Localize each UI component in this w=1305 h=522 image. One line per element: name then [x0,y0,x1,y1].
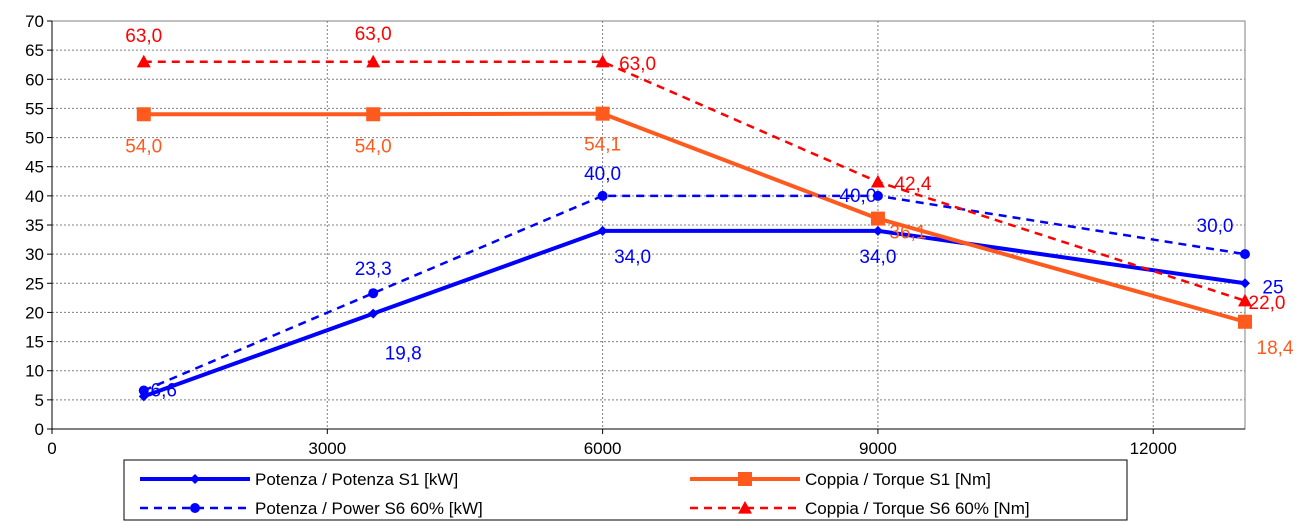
y-tick-label: 25 [25,274,44,293]
x-tick-label: 6000 [584,439,622,458]
series-line-3 [143,194,1246,392]
legend-marker-4 [738,501,752,514]
data-point-s3-p1 [138,385,149,396]
data-label-s2-p4: 36,1 [889,223,926,244]
data-label-s4-p1: 63,0 [125,26,162,47]
y-tick-label: 5 [35,391,44,410]
data-point-s4-p4 [870,174,885,188]
y-tick-label: 60 [25,70,44,89]
data-point-s3-p5 [1240,249,1250,260]
series-line-4 [143,60,1246,302]
y-tick-label: 40 [25,187,44,206]
x-tick-label: 3000 [308,439,346,458]
data-label-s3-p3: 40,0 [584,164,621,185]
data-label-s2-p3: 54,1 [584,135,621,156]
data-label-s1-p5: 25 [1262,277,1283,298]
data-label-s3-p5: 30,0 [1197,216,1234,237]
data-point-s4-p1 [136,54,151,68]
legend-box [123,459,1128,521]
data-point-s4-p2 [366,54,381,68]
data-point-s1-p4 [872,225,883,236]
y-tick-label: 10 [25,362,44,381]
y-tick-label: 35 [25,216,44,235]
data-label-s3-p4: 40,0 [839,186,876,207]
data-point-s2-p4 [870,211,885,226]
data-label-s2-p2: 54,0 [355,136,392,157]
x-tick-label: 12000 [1130,439,1177,458]
data-label-s4-p2: 63,0 [355,24,392,45]
legend-label-2: Coppia / Torque S1 [Nm] [805,470,991,489]
data-labels: 19,8 34,0 34,0 25 54,0 54,0 54,1 36,1 18,4 6,6 23,… [125,24,1294,402]
data-point-s2-p2 [366,107,381,122]
data-label-s3-p1: 6,6 [151,381,177,402]
x-tick-label: 9000 [859,439,897,458]
data-label-s1-p3: 34,0 [614,247,651,268]
data-point-s2-p3 [595,106,610,121]
gridlines [52,20,1245,430]
y-tick-label: 55 [25,99,44,118]
data-point-s3-p3 [597,190,608,201]
y-tick-label: 50 [25,129,44,148]
y-tick-label: 45 [25,158,44,177]
legend: Potenza / Potenza S1 [kW] Coppia / Torque… [123,459,1128,521]
data-label-s3-p2: 23,3 [355,259,392,280]
data-point-s3-p4 [872,190,883,201]
y-tick-label: 15 [25,333,44,352]
series-line-1 [143,228,1246,399]
y-tick-label: 20 [25,303,44,322]
series-lines [143,60,1246,399]
data-label-s1-p4: 34,0 [859,247,896,268]
data-label-s4-p5: 22,0 [1249,293,1286,314]
legend-label-3: Potenza / Power S6 60% [kW] [255,499,483,518]
legend-marker-1 [190,474,200,484]
legend-marker-3 [190,503,200,513]
series-line-2 [143,111,1246,324]
series-markers [136,54,1252,402]
x-tick-label: 0 [47,439,56,458]
y-tick-label: 30 [25,245,44,264]
data-label-s4-p3: 63,0 [619,54,656,75]
legend-marker-2 [738,472,752,486]
data-point-s3-p2 [368,288,379,299]
y-tick-label: 70 [25,12,44,31]
data-point-s4-p5 [1238,293,1252,307]
data-point-s1-p5 [1240,278,1250,289]
data-label-s4-p4: 42,4 [894,174,931,195]
data-point-s4-p3 [595,54,610,68]
data-point-s2-p1 [136,107,151,122]
data-label-s2-p1: 54,0 [125,136,162,157]
y-tick-label: 65 [25,41,44,60]
legend-label-4: Coppia / Torque S6 60% [Nm] [805,499,1030,518]
axis-ticks: 0 5 10 15 20 25 30 35 40 45 50 55 60 65 70 0 3000 6000 900… [25,12,1245,458]
data-point-s2-p5 [1238,314,1252,329]
legend-label-1: Potenza / Potenza S1 [kW] [255,470,458,489]
data-point-s1-p3 [597,225,608,236]
data-point-s1-p2 [368,308,379,319]
data-label-s1-p2: 19,8 [385,344,422,365]
data-label-s2-p5: 18,4 [1257,338,1294,359]
y-tick-label: 0 [35,420,44,439]
